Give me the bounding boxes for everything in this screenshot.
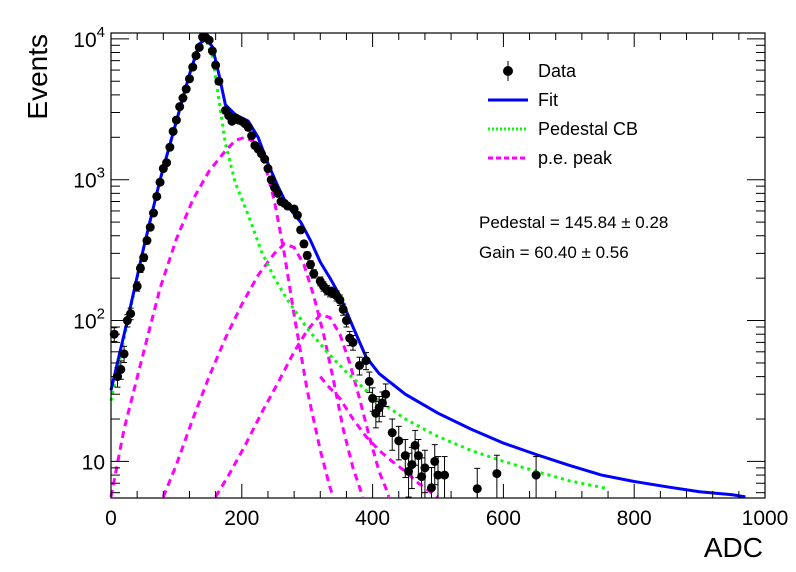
data-point xyxy=(243,122,253,132)
data-point xyxy=(404,466,414,476)
data-point xyxy=(145,222,155,232)
data-point xyxy=(162,158,172,168)
data-point xyxy=(296,225,306,235)
data-point xyxy=(168,126,178,136)
x-tick-label: 800 xyxy=(617,507,652,530)
data-point xyxy=(420,463,430,473)
data-point xyxy=(430,456,440,466)
data-point xyxy=(394,436,404,446)
data-point xyxy=(364,376,374,386)
legend-label: Data xyxy=(538,61,577,81)
data-point xyxy=(132,281,142,291)
data-point xyxy=(260,154,270,164)
data-point xyxy=(142,236,152,246)
plot-frame xyxy=(110,32,766,499)
data-point xyxy=(181,84,191,94)
data-point xyxy=(531,470,541,480)
axes-layer: 0 200 400 600 800 1000 10 102 103 104 xyxy=(73,24,788,530)
data-point xyxy=(387,428,397,438)
data-point xyxy=(472,484,482,494)
x-tick-label: 0 xyxy=(105,507,117,530)
x-tick-label: 1000 xyxy=(742,507,789,530)
data-point xyxy=(188,62,198,72)
data-point xyxy=(263,164,273,174)
data-point xyxy=(204,35,214,45)
data-point xyxy=(207,46,217,56)
x-tick-label: 400 xyxy=(355,507,390,530)
data-point xyxy=(338,304,348,314)
y-tick-label: 104 xyxy=(73,24,105,52)
data-point xyxy=(410,440,420,450)
data-point xyxy=(335,295,345,305)
data-point xyxy=(165,142,175,152)
x-axis-title: ADC xyxy=(704,532,763,563)
data-point xyxy=(135,263,145,273)
data-point xyxy=(302,250,312,260)
x-tick-label: 600 xyxy=(486,507,521,530)
data-point xyxy=(119,349,129,359)
data-point xyxy=(149,208,159,218)
data-point xyxy=(368,393,378,403)
data-point xyxy=(126,309,136,319)
data-point xyxy=(440,470,450,480)
legend: Data Fit Pedestal CB p.e. peak xyxy=(488,61,638,168)
data-point xyxy=(247,131,257,141)
data-point xyxy=(433,470,443,480)
data-point xyxy=(292,210,302,220)
data-point xyxy=(355,360,365,370)
data-point xyxy=(155,177,165,187)
data-point xyxy=(175,102,185,112)
data-point xyxy=(381,389,391,399)
data-point xyxy=(417,472,427,482)
data-point xyxy=(299,239,309,249)
x-tick-label: 200 xyxy=(224,507,259,530)
legend-data-marker xyxy=(503,66,513,76)
gain-annotation: Gain = 60.40 ± 0.56 xyxy=(479,243,629,262)
fit-annotations: Pedestal = 145.84 ± 0.28 Gain = 60.40 ± 0… xyxy=(479,213,668,262)
data-point xyxy=(348,337,358,347)
data-point xyxy=(273,188,283,198)
data-point xyxy=(214,76,224,86)
data-point xyxy=(152,191,162,201)
data-point xyxy=(361,356,371,366)
data-point xyxy=(191,51,201,61)
data-point xyxy=(266,175,276,185)
y-tick-label: 102 xyxy=(73,306,105,334)
pe-peak-curve-3 xyxy=(214,312,391,498)
legend-label: Pedestal CB xyxy=(538,119,638,139)
pedestal-annotation: Pedestal = 145.84 ± 0.28 xyxy=(479,213,668,232)
data-point xyxy=(492,469,502,479)
data-point xyxy=(171,115,181,125)
data-point xyxy=(211,60,221,70)
data-point xyxy=(377,398,387,408)
legend-label: p.e. peak xyxy=(538,148,613,168)
y-tick-label: 103 xyxy=(73,165,105,193)
data-point xyxy=(305,260,315,270)
data-point xyxy=(309,269,319,279)
data-point xyxy=(407,460,417,470)
data-point xyxy=(194,42,204,52)
y-axis-title: Events xyxy=(22,34,53,120)
data-point xyxy=(139,253,149,263)
legend-label: Fit xyxy=(538,90,558,110)
data-point xyxy=(116,364,126,374)
y-tick-label: 10 xyxy=(82,451,105,474)
data-points-layer xyxy=(109,32,541,499)
data-point xyxy=(426,483,436,493)
data-point xyxy=(341,316,351,326)
data-point xyxy=(178,93,188,103)
data-point xyxy=(184,74,194,84)
